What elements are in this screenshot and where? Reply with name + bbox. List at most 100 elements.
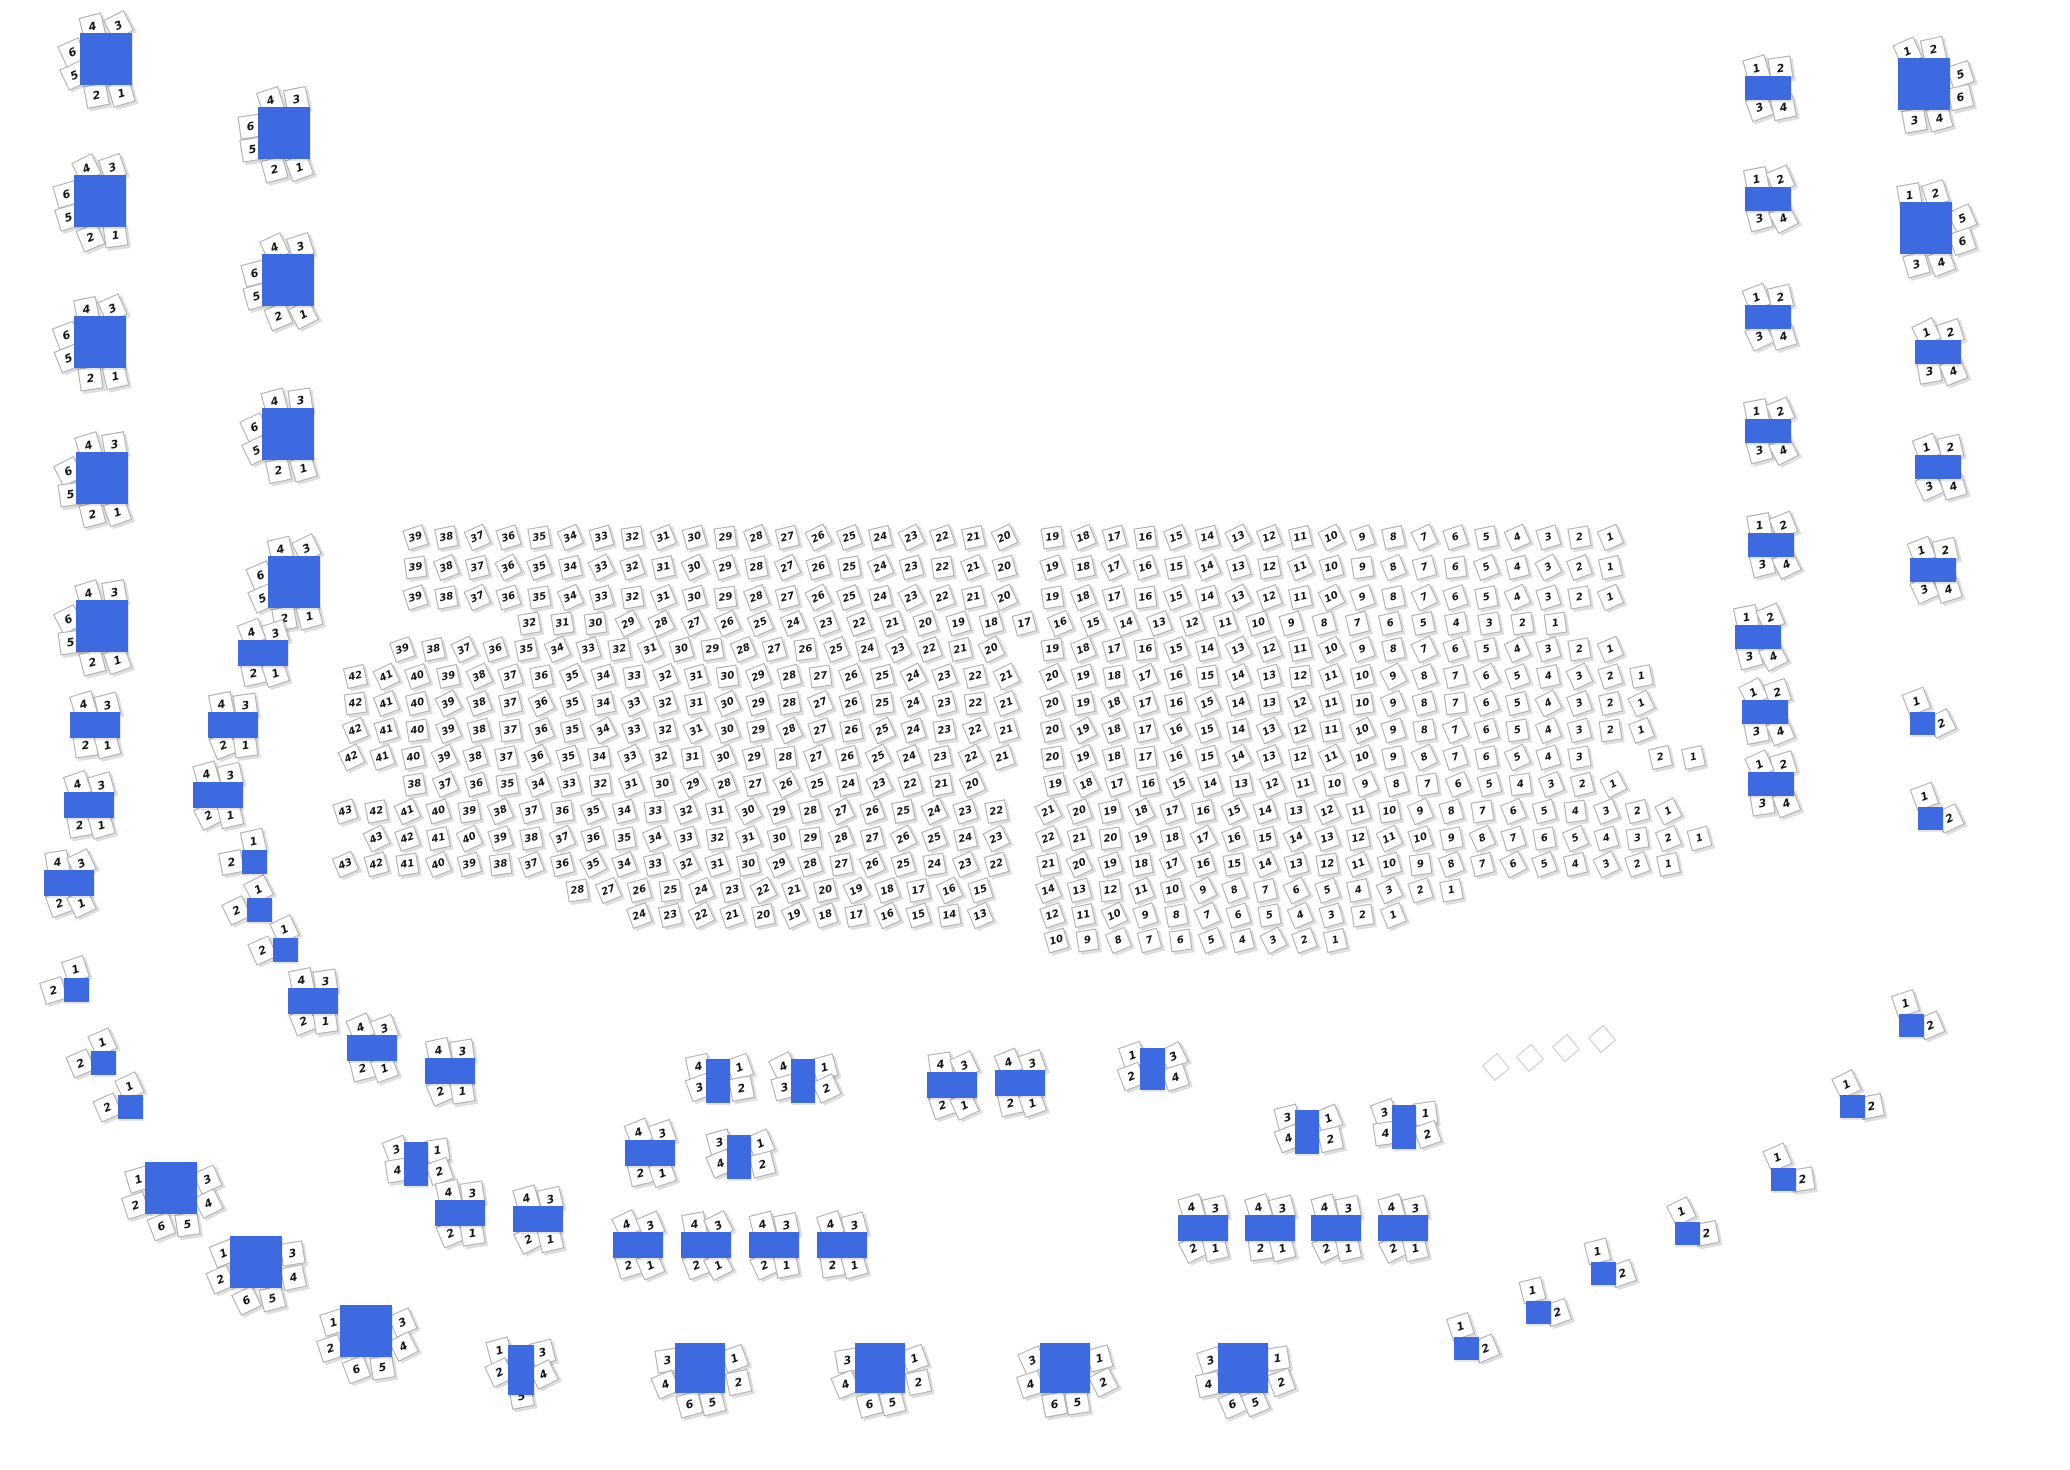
seat[interactable]: 42: [336, 742, 366, 772]
seat[interactable]: 17: [1158, 850, 1186, 878]
seat[interactable]: 26: [803, 522, 833, 552]
seat[interactable]: 36: [494, 583, 522, 611]
seat[interactable]: 9: [1131, 901, 1159, 929]
seat[interactable]: 27: [680, 609, 708, 637]
seat[interactable]: 22: [983, 798, 1009, 824]
seat[interactable]: 13: [1283, 851, 1309, 877]
seat[interactable]: 28: [729, 635, 757, 663]
seat[interactable]: 36: [579, 824, 607, 852]
seat[interactable]: 32: [672, 797, 700, 825]
seat[interactable]: 36: [493, 552, 523, 582]
seat[interactable]: 28: [827, 824, 855, 852]
seat[interactable]: 10: [1348, 743, 1376, 771]
seat[interactable]: 2: [1597, 690, 1623, 716]
seat[interactable]: 26: [838, 717, 864, 743]
seat[interactable]: 8: [1437, 850, 1465, 878]
seat[interactable]: 22: [928, 523, 956, 551]
seat[interactable]: 7: [1193, 901, 1221, 929]
table[interactable]: [1178, 1215, 1228, 1241]
seat[interactable]: 33: [574, 635, 602, 663]
seat[interactable]: 12: [1313, 797, 1341, 825]
seat[interactable]: 10: [1348, 716, 1376, 744]
seat[interactable]: 1: [1597, 554, 1623, 580]
seat[interactable]: 39: [486, 824, 514, 852]
seat[interactable]: 7: [1136, 927, 1162, 953]
seat[interactable]: 27: [806, 689, 834, 717]
seat[interactable]: 30: [668, 636, 694, 662]
seat[interactable]: 5: [173, 1210, 201, 1238]
seat[interactable]: 12: [1038, 901, 1066, 929]
seat[interactable]: 3: [1624, 825, 1650, 851]
seat[interactable]: 11: [1289, 770, 1317, 798]
seat[interactable]: 41: [372, 689, 400, 717]
seat[interactable]: 10: [1349, 663, 1375, 689]
seat[interactable]: 4: [1508, 772, 1532, 796]
table[interactable]: [508, 1345, 534, 1395]
seat[interactable]: 35: [513, 636, 539, 662]
seat[interactable]: 40: [403, 662, 431, 690]
seat[interactable]: 38: [420, 636, 446, 662]
seat[interactable]: 8: [1438, 798, 1464, 824]
seat[interactable]: 23: [930, 662, 958, 690]
table[interactable]: [1675, 1222, 1700, 1245]
seat[interactable]: 17: [905, 877, 931, 903]
seat[interactable]: 11: [1316, 742, 1346, 772]
seat[interactable]: 11: [1318, 717, 1344, 743]
seat[interactable]: 7: [1441, 743, 1469, 771]
seat[interactable]: 28: [776, 663, 802, 689]
seat[interactable]: 36: [463, 771, 489, 797]
seat[interactable]: 2: [724, 1368, 752, 1396]
seat[interactable]: 4: [1563, 799, 1587, 823]
seat[interactable]: 25: [890, 798, 916, 824]
seat[interactable]: 8: [1411, 717, 1437, 743]
seat[interactable]: 15: [1162, 523, 1190, 551]
table[interactable]: [817, 1232, 867, 1258]
seat[interactable]: 13: [1066, 877, 1092, 903]
seat[interactable]: 25: [889, 850, 917, 878]
seat[interactable]: 15: [966, 876, 994, 904]
seat[interactable]: 18: [1100, 716, 1128, 744]
seat[interactable]: 14: [1281, 823, 1311, 853]
seat[interactable]: 34: [556, 583, 584, 611]
table[interactable]: [1591, 1262, 1616, 1285]
seat[interactable]: 23: [865, 770, 893, 798]
seat[interactable]: 6: [146, 1211, 176, 1241]
seat[interactable]: 1: [1680, 744, 1706, 770]
seat[interactable]: 12: [1178, 609, 1206, 637]
seat[interactable]: 32: [704, 825, 730, 851]
seat[interactable]: 28: [743, 554, 769, 580]
seat[interactable]: 17: [1158, 797, 1186, 825]
seat[interactable]: 20: [1038, 662, 1066, 690]
seat[interactable]: 27: [774, 524, 800, 550]
seat[interactable]: 1: [1627, 716, 1655, 744]
seat[interactable]: 16: [1131, 553, 1159, 581]
seat[interactable]: 35: [525, 553, 553, 581]
seat[interactable]: 6: [1224, 901, 1252, 929]
table[interactable]: [435, 1200, 485, 1226]
seat[interactable]: 1: [1596, 635, 1624, 663]
seat[interactable]: 20: [1039, 744, 1065, 770]
table[interactable]: [238, 640, 288, 666]
seat[interactable]: 19: [1038, 553, 1066, 581]
seat[interactable]: 26: [771, 769, 801, 799]
seat[interactable]: 35: [554, 743, 582, 771]
seat[interactable]: 15: [1079, 609, 1107, 637]
seat[interactable]: 17: [1103, 770, 1131, 798]
seat[interactable]: 1: [1653, 796, 1683, 826]
seat[interactable]: 29: [678, 769, 708, 799]
seat[interactable]: 22: [686, 900, 716, 930]
seat[interactable]: 17: [1131, 689, 1159, 717]
seat[interactable]: 9: [1379, 716, 1407, 744]
seat[interactable]: 30: [714, 663, 740, 689]
seat[interactable]: 6: [1472, 689, 1500, 717]
seat[interactable]: 33: [643, 799, 667, 823]
table[interactable]: [1218, 1343, 1268, 1393]
seat[interactable]: 15: [1220, 797, 1248, 825]
seat[interactable]: 25: [835, 583, 863, 611]
table[interactable]: [749, 1232, 799, 1258]
seat[interactable]: 7: [1441, 716, 1469, 744]
seat[interactable]: 19: [1069, 662, 1097, 690]
seat[interactable]: 31: [683, 663, 709, 689]
table[interactable]: [80, 33, 132, 85]
seat[interactable]: 20: [1065, 797, 1093, 825]
